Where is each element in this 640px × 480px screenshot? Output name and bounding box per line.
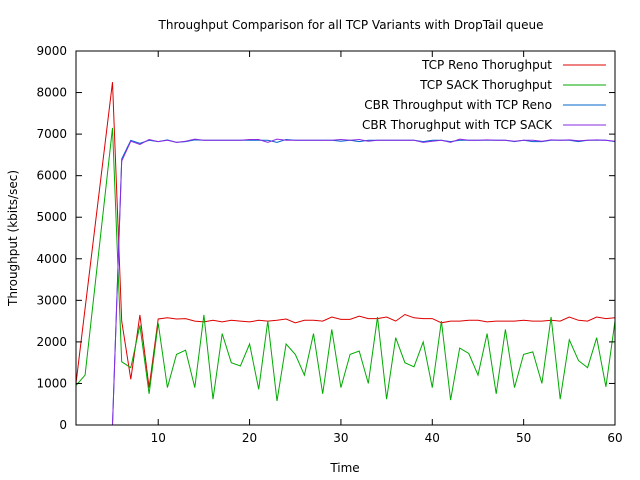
series-line-cbr-throughput-with-tcp-reno [112, 138, 616, 426]
axis-ticks: 0 1000 2000 3000 4000 5000 6000 7000 8000 9000 10 2… [36, 44, 622, 445]
y-tick-label: 0 [59, 418, 67, 432]
y-tick-label: 3000 [36, 293, 67, 307]
y-tick-label: 1000 [36, 376, 67, 390]
series-group [75, 82, 616, 426]
series-line-cbr-thorughput-with-tcp-sack [112, 138, 616, 426]
x-tick-label: 30 [333, 431, 348, 445]
series-line-tcp-reno-thorughput [75, 82, 616, 388]
y-tick-label: 7000 [36, 127, 67, 141]
series-line-tcp-sack-thorughput [75, 127, 616, 401]
y-tick-label: 2000 [36, 335, 67, 349]
y-tick-label: 4000 [36, 252, 67, 266]
x-tick-label: 60 [607, 431, 622, 445]
y-tick-label: 6000 [36, 169, 67, 183]
legend-label: TCP SACK Thorughput [419, 78, 552, 92]
x-tick-label: 50 [516, 431, 531, 445]
x-tick-label: 20 [242, 431, 257, 445]
y-axis-label: Throughput (kbits/sec) [6, 170, 20, 307]
y-tick-label: 9000 [36, 44, 67, 58]
legend-label: TCP Reno Thorughput [421, 58, 552, 72]
legend-label: CBR Thorughput with TCP SACK [362, 118, 553, 132]
legend: TCP Reno Thorughput TCP SACK Thorughput CB… [362, 58, 606, 132]
y-tick-label: 8000 [36, 86, 67, 100]
plot-frame [75, 50, 616, 426]
y-tick-label: 5000 [36, 210, 67, 224]
x-tick-label: 40 [425, 431, 440, 445]
x-axis-label: Time [329, 461, 359, 475]
legend-label: CBR Throughput with TCP Reno [364, 98, 552, 112]
chart-title: Throughput Comparison for all TCP Varian… [158, 18, 544, 32]
x-tick-label: 10 [151, 431, 166, 445]
